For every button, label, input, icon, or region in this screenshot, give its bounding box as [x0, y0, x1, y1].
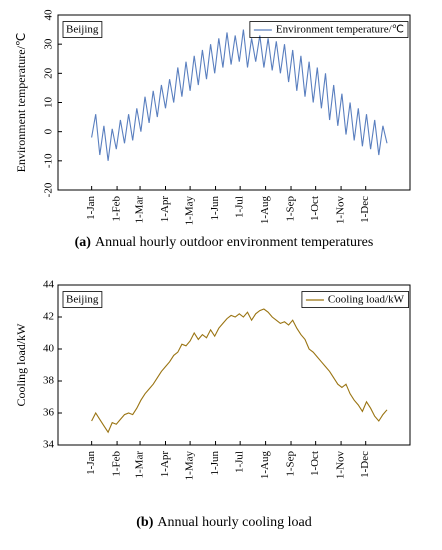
y-tick-label: -20 — [43, 182, 55, 197]
x-tick-label: 1-Jul — [234, 196, 246, 218]
x-tick-label: 1-Nov — [335, 451, 347, 480]
y-tick-label: 36 — [43, 407, 55, 419]
caption-label: (b) — [136, 515, 153, 530]
x-tick-label: 1-Jan — [85, 451, 97, 475]
y-tick-label: 44 — [43, 279, 55, 291]
x-tick-label: 1-Apr — [159, 196, 171, 223]
x-tick-label: 1-Sep — [285, 451, 297, 477]
x-tick-label: 1-Jun — [209, 451, 221, 476]
y-axis-label: Environment temperature/℃ — [14, 33, 28, 173]
caption-text: Annual hourly outdoor environment temper… — [95, 235, 373, 250]
y-axis-label: Cooling load/kW — [14, 323, 28, 407]
y-tick-label: 30 — [43, 38, 55, 50]
x-tick-label: 1-Oct — [309, 451, 321, 476]
legend-box — [301, 291, 410, 308]
y-tick-label: 40 — [43, 9, 55, 21]
legend-box — [249, 21, 409, 38]
legend-label: Cooling load/kW — [328, 294, 405, 306]
caption: (b) Annual hourly cooling load — [136, 515, 312, 530]
x-tick-label: 1-Dec — [359, 451, 371, 478]
x-tick-label: 1-Mar — [134, 451, 146, 479]
data-line — [91, 308, 388, 434]
x-tick-label: 1-Oct — [309, 196, 321, 221]
x-tick-label: 1-May — [184, 451, 196, 481]
x-tick-label: 1-Jun — [209, 196, 221, 221]
annotation: Beijing — [66, 24, 99, 36]
legend-label: Environment temperature/℃ — [276, 24, 404, 36]
annotation-box — [62, 291, 103, 308]
x-tick-label: 1-Jan — [85, 196, 97, 220]
x-tick-label: 1-Aug — [259, 451, 271, 480]
y-tick-label: 34 — [43, 439, 55, 451]
y-tick-label: 42 — [43, 311, 54, 323]
y-tick-label: 20 — [43, 67, 55, 79]
x-tick-label: 1-Jul — [234, 451, 246, 473]
x-tick-label: 1-May — [184, 196, 196, 226]
x-tick-label: 1-Feb — [111, 196, 123, 222]
x-tick-label: 1-Dec — [359, 196, 371, 223]
annotation: Beijing — [66, 294, 99, 306]
data-line — [91, 29, 388, 161]
caption-text: Annual hourly cooling load — [157, 515, 311, 530]
caption: (a) Annual hourly outdoor environment tem… — [75, 235, 374, 250]
y-tick-label: -10 — [43, 153, 55, 168]
x-tick-label: 1-Mar — [134, 196, 146, 224]
annotation-box — [62, 21, 103, 38]
caption-label: (a) — [75, 235, 92, 250]
y-tick-label: 38 — [43, 375, 55, 387]
plot-frame — [57, 284, 411, 446]
y-tick-label: 0 — [43, 128, 55, 134]
x-tick-label: 1-Nov — [335, 196, 347, 225]
x-tick-label: 1-Apr — [159, 451, 171, 478]
x-tick-label: 1-Sep — [285, 196, 297, 222]
x-tick-label: 1-Feb — [111, 451, 123, 477]
y-tick-label: 10 — [43, 97, 55, 109]
x-tick-label: 1-Aug — [259, 196, 271, 225]
y-tick-label: 40 — [43, 343, 55, 355]
